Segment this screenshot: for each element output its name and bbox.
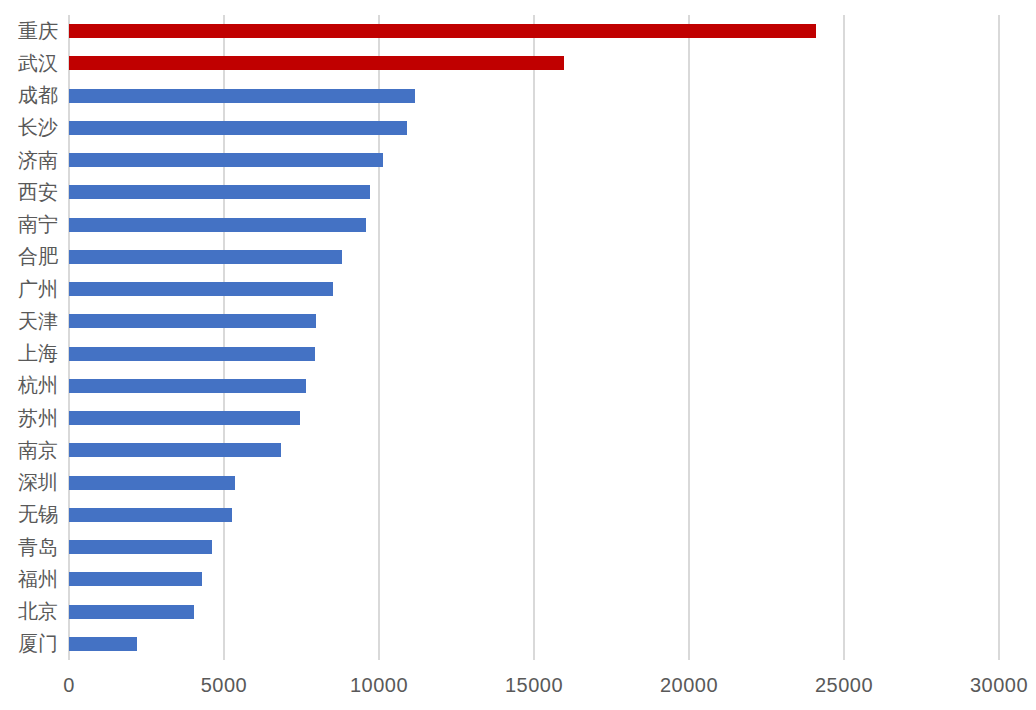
- bar-成都: [69, 89, 415, 103]
- bar-厦门: [69, 637, 137, 651]
- x-tick-label-30000: 30000: [970, 674, 1028, 697]
- horizontal-bar-chart: 重庆武汉成都长沙济南西安南宁合肥广州天津上海杭州苏州南京深圳无锡青岛福州北京厦门…: [0, 0, 1036, 710]
- category-label-青岛: 青岛: [0, 531, 58, 563]
- category-label-广州: 广州: [0, 273, 58, 305]
- category-label-杭州: 杭州: [0, 370, 58, 402]
- category-label-西安: 西安: [0, 176, 58, 208]
- x-tick-label-5000: 5000: [201, 674, 248, 697]
- category-label-无锡: 无锡: [0, 499, 58, 531]
- gridline-x-25000: [843, 15, 845, 660]
- bar-杭州: [69, 379, 306, 393]
- bar-武汉: [69, 56, 564, 70]
- bar-长沙: [69, 121, 407, 135]
- category-label-重庆: 重庆: [0, 15, 58, 47]
- gridline-x-15000: [533, 15, 535, 660]
- category-label-上海: 上海: [0, 338, 58, 370]
- category-label-成都: 成都: [0, 80, 58, 112]
- category-label-天津: 天津: [0, 305, 58, 337]
- gridline-x-20000: [688, 15, 690, 660]
- bar-西安: [69, 185, 370, 199]
- bar-青岛: [69, 540, 212, 554]
- bar-济南: [69, 153, 383, 167]
- bar-天津: [69, 314, 316, 328]
- bar-深圳: [69, 476, 235, 490]
- category-label-武汉: 武汉: [0, 47, 58, 79]
- category-label-合肥: 合肥: [0, 241, 58, 273]
- bar-苏州: [69, 411, 300, 425]
- gridline-x-5000: [223, 15, 225, 660]
- bar-重庆: [69, 24, 816, 38]
- x-tick-label-20000: 20000: [660, 674, 718, 697]
- category-label-厦门: 厦门: [0, 628, 58, 660]
- bar-上海: [69, 347, 315, 361]
- category-label-苏州: 苏州: [0, 402, 58, 434]
- category-label-深圳: 深圳: [0, 467, 58, 499]
- x-tick-label-10000: 10000: [350, 674, 408, 697]
- category-label-福州: 福州: [0, 563, 58, 595]
- bar-南宁: [69, 218, 366, 232]
- gridline-x-30000: [998, 15, 1000, 660]
- x-tick-label-25000: 25000: [815, 674, 873, 697]
- gridline-x-10000: [378, 15, 380, 660]
- plot-area: [69, 15, 999, 660]
- x-tick-label-15000: 15000: [505, 674, 563, 697]
- bar-南京: [69, 443, 281, 457]
- bar-合肥: [69, 250, 342, 264]
- gridline-x-0: [68, 15, 70, 660]
- bar-北京: [69, 605, 194, 619]
- category-label-南宁: 南宁: [0, 209, 58, 241]
- category-label-济南: 济南: [0, 144, 58, 176]
- category-label-长沙: 长沙: [0, 112, 58, 144]
- category-label-北京: 北京: [0, 596, 58, 628]
- bar-无锡: [69, 508, 232, 522]
- bar-广州: [69, 282, 333, 296]
- bar-福州: [69, 572, 202, 586]
- category-label-南京: 南京: [0, 434, 58, 466]
- x-tick-label-0: 0: [63, 674, 75, 697]
